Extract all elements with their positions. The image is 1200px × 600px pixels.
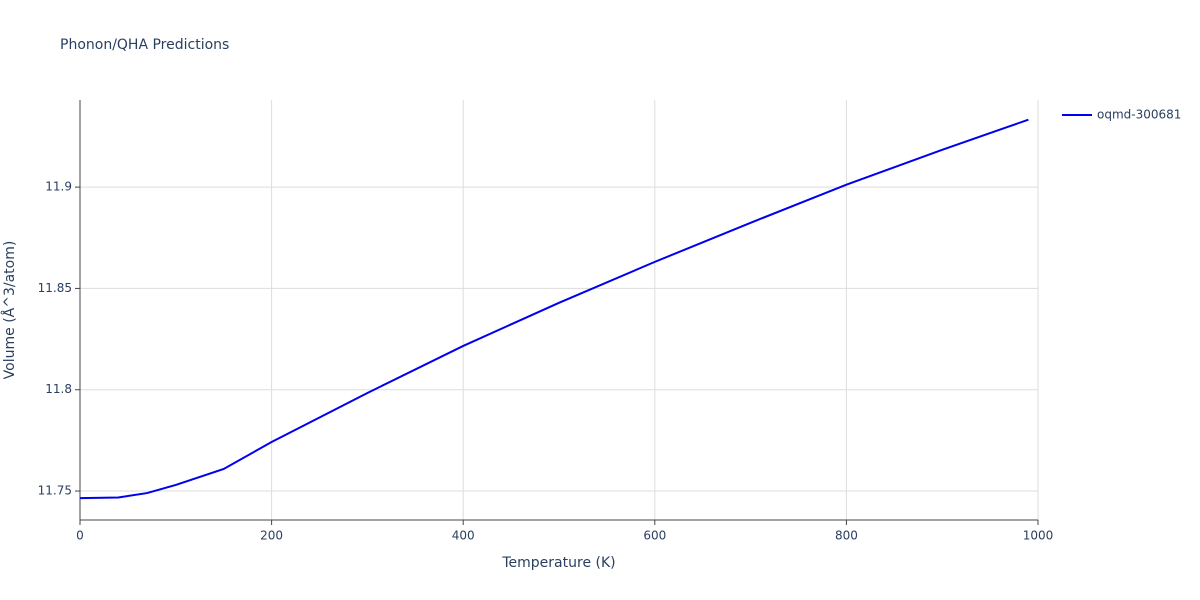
y-tick-label: 11.8 bbox=[45, 382, 72, 396]
x-tick-label: 800 bbox=[835, 529, 858, 543]
y-axis-title: Volume (Å^3/atom) bbox=[1, 241, 18, 380]
x-tick-label: 200 bbox=[260, 529, 283, 543]
y-tick-label: 11.9 bbox=[45, 180, 72, 194]
legend-label: oqmd-300681 bbox=[1097, 108, 1181, 122]
x-tick-label: 0 bbox=[76, 529, 84, 543]
x-axis-title: Temperature (K) bbox=[501, 555, 615, 571]
line bbox=[79, 118, 1029, 500]
y-tick-label: 11.85 bbox=[38, 281, 72, 295]
y-tick-label: 11.75 bbox=[38, 484, 72, 498]
x-tick-label: 1000 bbox=[1023, 529, 1054, 543]
chart-title: Phonon/QHA Predictions bbox=[60, 37, 229, 53]
x-tick-label: 400 bbox=[452, 529, 475, 543]
x-tick-label: 600 bbox=[643, 529, 666, 543]
